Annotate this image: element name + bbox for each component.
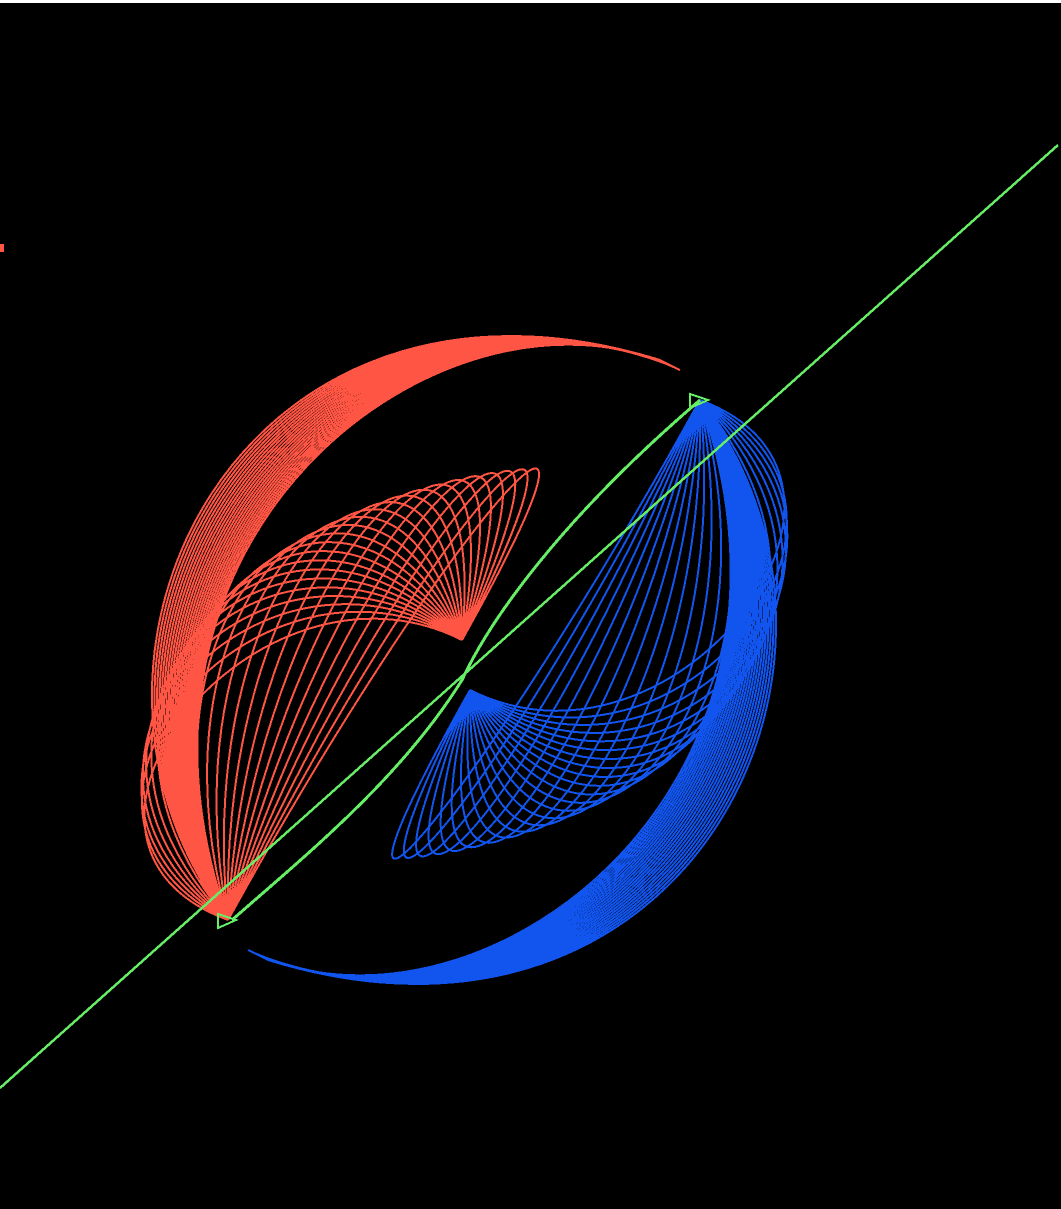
blue-field-line xyxy=(469,399,723,804)
red-outer-field-line xyxy=(196,343,681,921)
blue-outer-field-line xyxy=(263,399,765,983)
red-field-line xyxy=(227,494,464,921)
edge-tick-marker xyxy=(0,244,4,252)
blue-field-line xyxy=(469,399,713,812)
blue-outer-field-line xyxy=(255,399,747,980)
red-outer-field-line xyxy=(181,340,673,921)
red-field-line xyxy=(227,469,517,921)
symmetry-axis-line xyxy=(0,144,1059,1089)
blue-field-line xyxy=(439,399,701,852)
red-field-line xyxy=(227,472,504,921)
pole-markers xyxy=(217,392,711,930)
blue-outer-field-line xyxy=(267,399,777,985)
red-field-line xyxy=(227,479,481,921)
pole-marker-upper xyxy=(689,392,711,410)
red-outer-field-line xyxy=(163,337,665,921)
red-field-line xyxy=(227,468,529,921)
red-field-lines xyxy=(140,335,681,921)
red-field-line xyxy=(227,475,492,921)
blue-field-line xyxy=(427,399,701,855)
pole-marker-lower xyxy=(217,912,239,930)
axis-inner-curve xyxy=(231,398,701,922)
blue-field-line xyxy=(391,399,701,860)
blue-field-lines xyxy=(247,399,789,985)
blue-outer-field-line xyxy=(258,399,754,981)
red-field-line xyxy=(226,501,463,921)
red-outer-field-line xyxy=(165,337,666,921)
red-field-line xyxy=(227,467,540,921)
blue-outer-field-line xyxy=(247,399,732,977)
red-field-line xyxy=(215,515,463,921)
window-top-strip xyxy=(0,0,1061,3)
blue-field-line xyxy=(415,399,701,858)
blue-field-line xyxy=(459,399,701,844)
blue-field-line xyxy=(469,399,706,820)
blue-field-line xyxy=(402,399,701,859)
blue-field-line xyxy=(466,399,701,839)
blue-field-line xyxy=(468,399,701,833)
red-field-line xyxy=(206,524,463,921)
red-field-line xyxy=(227,488,466,921)
